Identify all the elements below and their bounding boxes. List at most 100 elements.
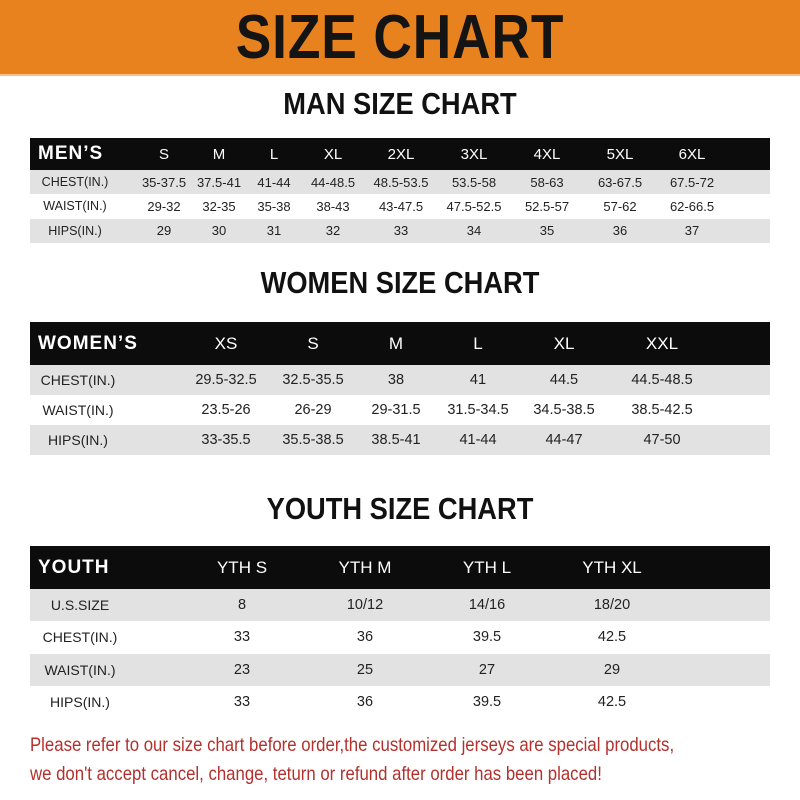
women-size-header: M: [388, 333, 404, 353]
men-measurement-cell: 67.5-72: [669, 174, 715, 190]
women-row-label: CHEST(IN.): [40, 372, 116, 388]
women-measurement-cell: 33-35.5: [201, 432, 251, 448]
women-measurement-cell: 34.5-38.5: [533, 402, 595, 418]
men-measurement-cell: 36: [612, 223, 628, 239]
youth-size-header: YTH S: [216, 557, 268, 577]
youth-row-label: U.S.SIZE: [50, 597, 110, 614]
women-measurement-cell: 38.5-42.5: [631, 402, 693, 418]
men-size-header: 5XL: [606, 145, 634, 163]
youth-row-label: WAIST(IN.): [44, 661, 116, 678]
women-row-label: WAIST(IN.): [42, 402, 114, 418]
youth-measurement-cell: 39.5: [472, 694, 502, 711]
women-measurement-cell: 29-31.5: [371, 402, 421, 418]
men-measurement-cell: 63-67.5: [597, 174, 643, 190]
men-measurement-cell: 29-32: [147, 198, 181, 214]
women-measurement-cell: 38: [387, 372, 405, 388]
women-measurement-cell: 31.5-34.5: [447, 402, 509, 418]
youth-measurement-cell: 33: [233, 694, 251, 711]
youth-table-row: U.S.SIZE 8 10/12 14/16 18/20: [30, 589, 770, 622]
youth-measurement-cell: 36: [356, 694, 374, 711]
men-section-title: MAN SIZE CHART: [283, 86, 517, 121]
youth-size-table: YOUTH YTH S YTH M YTH L YTH XL U.S.SIZE 8 10/12…: [30, 546, 770, 718]
youth-measurement-cell: 8: [237, 597, 247, 614]
men-size-header: M: [212, 145, 226, 163]
men-size-header: 2XL: [387, 145, 415, 163]
women-measurement-cell: 44-47: [545, 432, 583, 448]
banner-title: SIZE CHART: [235, 3, 565, 72]
women-measurement-cell: 23.5-26: [201, 402, 251, 418]
women-table-row: WAIST(IN.) 23.5-26 26-29 29-31.5 31.5-34.5 34…: [30, 395, 770, 425]
men-measurement-cell: 48.5-53.5: [373, 174, 429, 190]
men-size-header: 6XL: [678, 145, 706, 163]
youth-measurement-cell: 33: [233, 629, 251, 646]
youth-measurement-cell: 25: [356, 661, 374, 678]
women-size-table: WOMEN’S XS S M L XL XXL CHEST(IN.) 29.5-32.5 32.5…: [30, 322, 770, 455]
youth-measurement-cell: 42.5: [597, 629, 627, 646]
youth-table-row: WAIST(IN.) 23 25 27 29: [30, 653, 770, 686]
men-measurement-cell: 58-63: [530, 174, 564, 190]
footer-notice-line-2: we don't accept cancel, change, teturn o…: [30, 763, 602, 785]
youth-row-label: HIPS(IN.): [50, 694, 110, 711]
women-measurement-cell: 44.5: [549, 372, 579, 388]
men-measurement-cell: 32-35: [202, 198, 236, 214]
women-row-label: HIPS(IN.): [48, 432, 108, 448]
men-header-label: MEN’S: [38, 143, 104, 164]
women-header-label: WOMEN’S: [38, 332, 138, 354]
men-measurement-cell: 32: [325, 223, 341, 239]
women-measurement-cell: 41-44: [459, 432, 497, 448]
banner: SIZE CHART: [0, 0, 800, 76]
women-measurement-cell: 41: [469, 372, 487, 388]
youth-row-label: CHEST(IN.): [42, 629, 118, 646]
men-row-label: WAIST(IN.): [43, 199, 107, 214]
men-measurement-cell: 37.5-41: [196, 174, 242, 190]
youth-size-header: YTH XL: [582, 557, 642, 577]
footer-notice-line-1: Please refer to our size chart before or…: [30, 734, 675, 756]
men-row-label: HIPS(IN.): [48, 223, 102, 238]
men-size-header: 3XL: [460, 145, 488, 163]
youth-table-header: YOUTH YTH S YTH M YTH L YTH XL: [30, 546, 770, 589]
men-measurement-cell: 29: [156, 223, 172, 239]
women-size-header: S: [307, 333, 319, 353]
youth-measurement-cell: 29: [603, 661, 621, 678]
women-measurement-cell: 38.5-41: [371, 432, 421, 448]
men-measurement-cell: 35: [539, 223, 555, 239]
men-measurement-cell: 35-37.5: [141, 174, 187, 190]
women-size-header: L: [473, 333, 483, 353]
women-measurement-cell: 44.5-48.5: [631, 372, 693, 388]
youth-measurement-cell: 10/12: [346, 597, 384, 614]
men-measurement-cell: 34: [466, 223, 482, 239]
men-table-row: HIPS(IN.) 29 30 31 32 33 34 35 36 37: [30, 218, 770, 243]
women-table-row: HIPS(IN.) 33-35.5 35.5-38.5 38.5-41 41-44 44-…: [30, 425, 770, 455]
men-measurement-cell: 62-66.5: [669, 198, 715, 214]
men-size-table: MEN’S S M L XL 2XL 3XL 4XL 5XL 6XL CHEST(IN.) 35-37…: [30, 138, 770, 243]
youth-measurement-cell: 36: [356, 629, 374, 646]
youth-measurement-cell: 14/16: [468, 597, 506, 614]
women-table-row: CHEST(IN.) 29.5-32.5 32.5-35.5 38 41 44.5 44.5…: [30, 365, 770, 395]
women-measurement-cell: 32.5-35.5: [282, 372, 344, 388]
men-measurement-cell: 43-47.5: [378, 198, 424, 214]
youth-measurement-cell: 23: [233, 661, 251, 678]
women-measurement-cell: 35.5-38.5: [282, 432, 344, 448]
youth-size-header: YTH L: [462, 557, 512, 577]
women-measurement-cell: 26-29: [294, 402, 332, 418]
men-measurement-cell: 38-43: [316, 198, 350, 214]
men-measurement-cell: 31: [266, 223, 282, 239]
men-size-header: S: [158, 145, 170, 163]
women-size-header: XXL: [645, 333, 679, 353]
youth-header-label: YOUTH: [38, 556, 110, 578]
women-size-header: XL: [553, 333, 575, 353]
youth-measurement-cell: 42.5: [597, 694, 627, 711]
youth-table-row: CHEST(IN.) 33 36 39.5 42.5: [30, 621, 770, 653]
youth-size-header: YTH M: [338, 557, 392, 577]
men-measurement-cell: 52.5-57: [524, 198, 570, 214]
women-size-header: XS: [214, 333, 238, 353]
youth-section-title: YOUTH SIZE CHART: [266, 491, 534, 526]
men-measurement-cell: 35-38: [257, 198, 291, 214]
youth-table-row: HIPS(IN.) 33 36 39.5 42.5: [30, 686, 770, 718]
youth-measurement-cell: 18/20: [593, 597, 631, 614]
men-measurement-cell: 37: [684, 223, 700, 239]
men-measurement-cell: 44-48.5: [310, 174, 356, 190]
youth-measurement-cell: 27: [478, 661, 496, 678]
men-measurement-cell: 41-44: [257, 174, 291, 190]
men-table-header: MEN’S S M L XL 2XL 3XL 4XL 5XL 6XL: [30, 138, 770, 170]
